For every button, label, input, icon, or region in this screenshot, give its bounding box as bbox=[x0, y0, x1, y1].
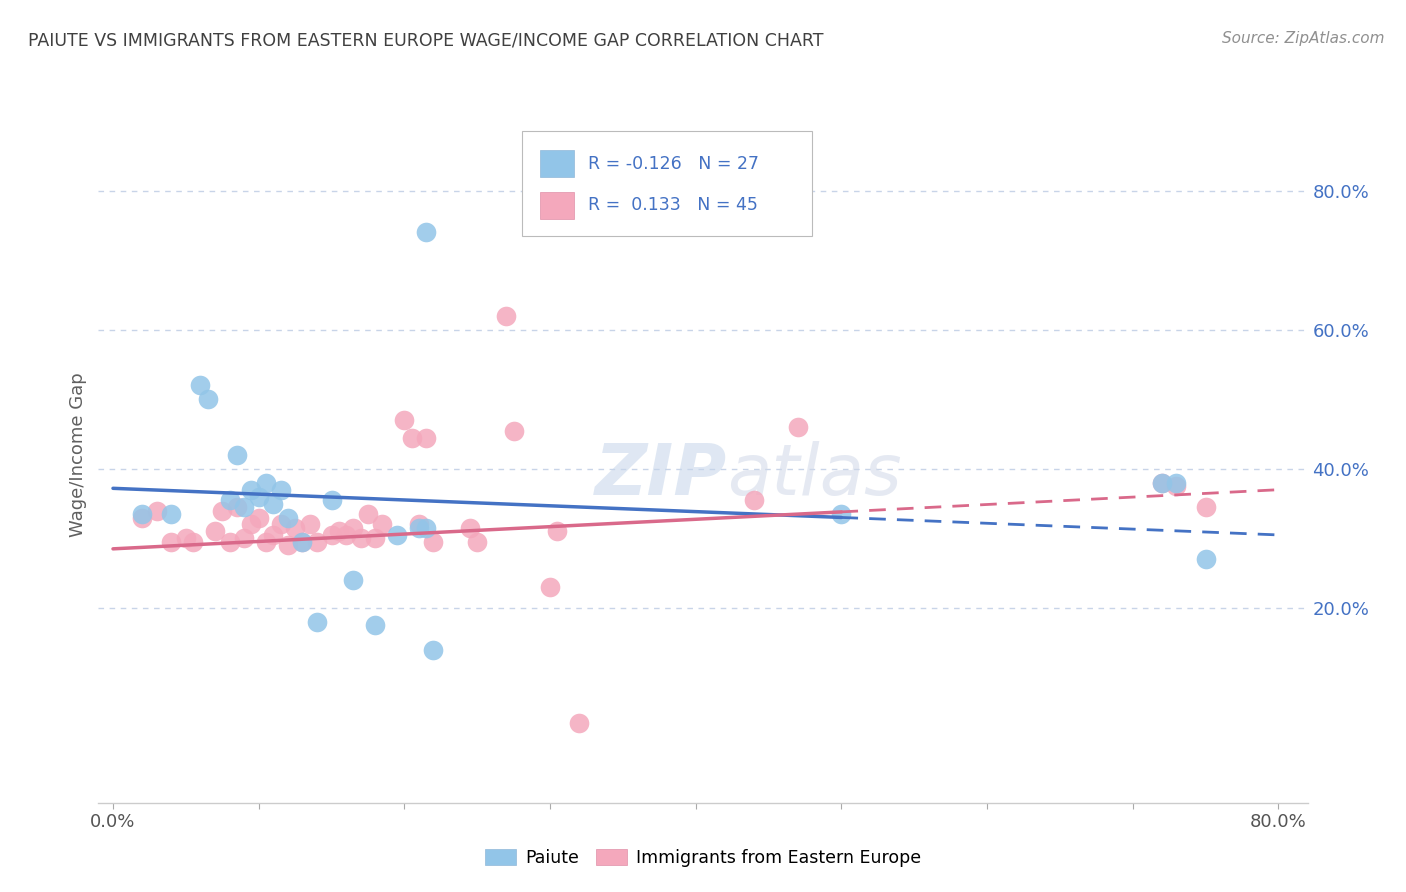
Point bbox=[364, 618, 387, 632]
Point bbox=[394, 413, 416, 427]
Point bbox=[262, 497, 284, 511]
Point bbox=[284, 521, 307, 535]
Point bbox=[160, 534, 183, 549]
Point bbox=[218, 493, 240, 508]
Point bbox=[233, 500, 256, 514]
Point bbox=[350, 532, 373, 546]
Point bbox=[321, 528, 343, 542]
Text: PAIUTE VS IMMIGRANTS FROM EASTERN EUROPE WAGE/INCOME GAP CORRELATION CHART: PAIUTE VS IMMIGRANTS FROM EASTERN EUROPE… bbox=[28, 31, 824, 49]
Point bbox=[422, 642, 444, 657]
Point bbox=[1166, 475, 1188, 490]
Point bbox=[342, 521, 364, 535]
Point bbox=[254, 475, 277, 490]
Point bbox=[415, 225, 437, 239]
Point bbox=[262, 528, 284, 542]
Point bbox=[357, 507, 380, 521]
Text: R =  0.133   N = 45: R = 0.133 N = 45 bbox=[588, 196, 758, 214]
Point bbox=[546, 524, 568, 539]
Point bbox=[458, 521, 481, 535]
Point bbox=[538, 580, 561, 594]
Point bbox=[502, 424, 524, 438]
Point bbox=[335, 528, 357, 542]
Point bbox=[465, 534, 488, 549]
Point bbox=[371, 517, 394, 532]
Point bbox=[277, 510, 299, 524]
Point bbox=[174, 532, 197, 546]
Point bbox=[240, 483, 263, 497]
FancyBboxPatch shape bbox=[540, 151, 574, 177]
Point bbox=[160, 507, 183, 521]
Point bbox=[415, 430, 437, 444]
Point bbox=[342, 573, 364, 587]
Point bbox=[225, 500, 247, 514]
Point bbox=[328, 524, 350, 539]
Point bbox=[240, 517, 263, 532]
Point bbox=[204, 524, 226, 539]
Point bbox=[1194, 552, 1216, 566]
Point bbox=[181, 534, 204, 549]
Point bbox=[305, 534, 328, 549]
Point bbox=[1150, 475, 1173, 490]
Point bbox=[321, 493, 343, 508]
Point bbox=[197, 392, 219, 407]
Point bbox=[131, 507, 153, 521]
Point bbox=[270, 517, 292, 532]
Point bbox=[270, 483, 292, 497]
Point bbox=[254, 534, 277, 549]
Point bbox=[1150, 475, 1173, 490]
Point bbox=[305, 615, 328, 629]
Point bbox=[1194, 500, 1216, 514]
Point bbox=[742, 493, 765, 508]
Point bbox=[786, 420, 808, 434]
Point bbox=[298, 517, 321, 532]
Point bbox=[277, 538, 299, 552]
FancyBboxPatch shape bbox=[522, 131, 811, 235]
Point bbox=[218, 534, 240, 549]
Point bbox=[145, 503, 167, 517]
Point bbox=[385, 528, 408, 542]
Point bbox=[291, 534, 314, 549]
FancyBboxPatch shape bbox=[540, 192, 574, 219]
Point bbox=[247, 510, 270, 524]
Legend: Paiute, Immigrants from Eastern Europe: Paiute, Immigrants from Eastern Europe bbox=[478, 842, 928, 874]
Point bbox=[233, 532, 256, 546]
Point bbox=[408, 517, 430, 532]
Point bbox=[131, 510, 153, 524]
Point bbox=[364, 532, 387, 546]
Text: atlas: atlas bbox=[727, 442, 901, 510]
Text: R = -0.126   N = 27: R = -0.126 N = 27 bbox=[588, 154, 759, 172]
Text: Source: ZipAtlas.com: Source: ZipAtlas.com bbox=[1222, 31, 1385, 46]
Y-axis label: Wage/Income Gap: Wage/Income Gap bbox=[69, 373, 87, 537]
Point bbox=[495, 309, 517, 323]
Point bbox=[401, 430, 423, 444]
Point bbox=[225, 448, 247, 462]
Point bbox=[408, 521, 430, 535]
Point bbox=[190, 378, 212, 392]
Text: ZIP: ZIP bbox=[595, 442, 727, 510]
Point bbox=[568, 715, 591, 730]
Point bbox=[291, 534, 314, 549]
Point bbox=[1166, 479, 1188, 493]
Point bbox=[422, 534, 444, 549]
Point bbox=[830, 507, 852, 521]
Point bbox=[247, 490, 270, 504]
Point bbox=[415, 521, 437, 535]
Point bbox=[211, 503, 233, 517]
